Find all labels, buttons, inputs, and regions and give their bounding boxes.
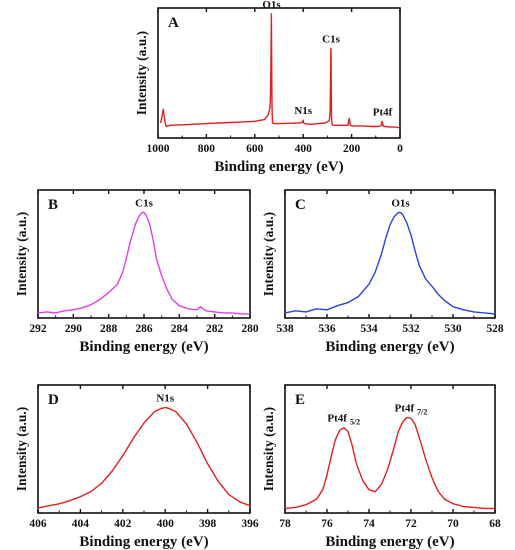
panel-d: 406 404 402 400 398 396 Binding energy (eV) Int… xyxy=(14,384,259,550)
peak-label: Pt4f 5/2 xyxy=(327,413,360,427)
x-tick-label: 404 xyxy=(72,518,90,530)
x-tick-label: 1000 xyxy=(147,143,170,155)
y-axis-label: Intensity (a.u.) xyxy=(14,407,29,491)
x-tick-label: 200 xyxy=(343,143,361,155)
y-axis-label: Intensity (a.u.) xyxy=(261,407,276,491)
peak-label: Pt4f 7/2 xyxy=(395,402,428,416)
x-tick-label: 532 xyxy=(402,323,420,335)
peak-label: N1s xyxy=(294,105,312,117)
panel-letter: B xyxy=(48,197,58,213)
x-axis-label: Binding energy (eV) xyxy=(214,159,343,175)
x-tick-label: 76 xyxy=(321,518,333,530)
x-tick-label: 292 xyxy=(29,323,47,335)
y-axis-label: Intensity (a.u.) xyxy=(134,31,149,115)
x-axis-label: Binding energy (eV) xyxy=(325,339,454,355)
x-tick-label: 396 xyxy=(241,518,259,530)
peak-label: Pt4f xyxy=(373,106,393,118)
panel-b: 292 290 288 286 284 282 280 Binding energy (eV)… xyxy=(14,189,259,355)
peak-label: O1s xyxy=(262,0,281,11)
y-axis-label: Intensity (a.u.) xyxy=(261,212,276,296)
x-tick-label: 530 xyxy=(444,323,462,335)
x-tick-label: 0 xyxy=(397,143,403,155)
peak-label: C1s xyxy=(135,198,153,210)
series-line xyxy=(159,13,400,129)
peak-label: C1s xyxy=(322,33,340,45)
x-tick-label: 280 xyxy=(241,323,259,335)
x-tick-label: 534 xyxy=(360,323,378,335)
x-tick-label: 290 xyxy=(65,323,83,335)
panel-letter: C xyxy=(295,197,306,213)
x-tick-label: 78 xyxy=(279,518,291,530)
x-tick-label: 282 xyxy=(206,323,224,335)
x-tick-label: 600 xyxy=(246,143,264,155)
x-tick-label: 800 xyxy=(198,143,216,155)
y-axis-label: Intensity (a.u.) xyxy=(14,212,29,296)
x-tick-label: 74 xyxy=(363,518,375,530)
plot-frame xyxy=(157,7,401,139)
panel-c: 538 536 534 532 530 528 Binding energy (eV) Int… xyxy=(261,189,504,355)
series-line xyxy=(284,416,495,510)
series-line xyxy=(37,406,251,509)
panel-letter: D xyxy=(48,392,59,408)
panel-a: 1000 800 600 400 200 0 Binding energy (eV) Inte… xyxy=(134,0,403,175)
plot-frame xyxy=(37,384,251,514)
plot-frame xyxy=(284,189,496,319)
x-tick-label: 284 xyxy=(171,323,189,335)
plot-frame xyxy=(284,384,496,514)
panel-letter: A xyxy=(168,15,179,31)
series-line xyxy=(284,211,496,315)
peak-label: N1s xyxy=(156,393,174,405)
x-tick-label: 400 xyxy=(295,143,313,155)
x-axis-label: Binding energy (eV) xyxy=(79,339,208,355)
panel-e: 78 76 74 72 70 68 Binding energy (eV) Intensity… xyxy=(261,384,501,550)
x-tick-label: 528 xyxy=(486,323,504,335)
x-tick-label: 536 xyxy=(318,323,336,335)
x-tick-label: 288 xyxy=(100,323,118,335)
x-tick-label: 406 xyxy=(29,518,47,530)
x-tick-label: 398 xyxy=(199,518,217,530)
x-tick-label: 68 xyxy=(489,518,501,530)
x-tick-label: 70 xyxy=(447,518,459,530)
peak-label: O1s xyxy=(391,198,410,210)
x-axis-label: Binding energy (eV) xyxy=(325,534,454,550)
x-tick-label: 286 xyxy=(135,323,153,335)
x-tick-label: 72 xyxy=(405,518,417,530)
x-tick-label: 402 xyxy=(114,518,132,530)
panel-letter: E xyxy=(295,392,305,408)
x-axis-label: Binding energy (eV) xyxy=(79,534,208,550)
x-tick-label: 538 xyxy=(276,323,294,335)
series-line xyxy=(37,211,250,315)
x-tick-label: 400 xyxy=(157,518,175,530)
